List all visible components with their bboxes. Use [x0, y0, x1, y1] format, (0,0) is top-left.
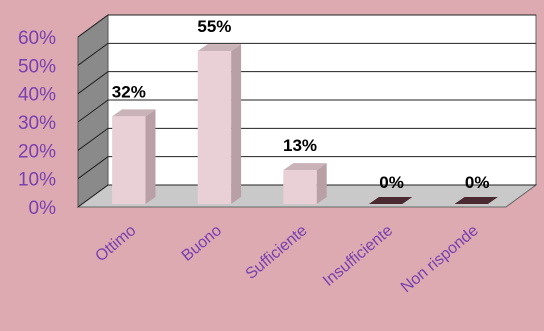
- bar-side: [316, 163, 327, 204]
- bar-flat: [368, 197, 413, 204]
- bar: [454, 197, 498, 204]
- bar-top: [197, 44, 242, 52]
- bar: [283, 163, 327, 204]
- data-label: 13%: [283, 136, 317, 155]
- x-tick-label: Sufficiente: [243, 222, 311, 283]
- gridline: [77, 42, 536, 66]
- x-tick-label: Non risponde: [398, 222, 482, 296]
- gridline: [77, 156, 536, 180]
- bar: [112, 109, 156, 204]
- bar-front: [283, 170, 317, 204]
- data-label: 0%: [465, 173, 490, 192]
- bar-side: [231, 44, 242, 204]
- x-tick-label: Insufficiente: [320, 222, 396, 290]
- y-tick-label: 40%: [18, 85, 56, 106]
- gridline: [77, 99, 536, 123]
- gridline: [77, 14, 536, 38]
- data-label: 0%: [379, 173, 404, 192]
- y-tick-label: 60%: [18, 28, 56, 49]
- y-tick-label: 20%: [18, 141, 56, 162]
- gridline: [77, 184, 536, 208]
- bar-top: [112, 109, 156, 117]
- x-tick-label: Ottimo: [92, 222, 139, 265]
- x-tick-label: Buono: [179, 222, 225, 265]
- bar-front: [197, 51, 232, 204]
- bar-front: [112, 116, 146, 204]
- bar: [197, 44, 242, 204]
- bar: [368, 197, 413, 204]
- y-tick-label: 30%: [18, 113, 56, 134]
- data-label: 55%: [197, 17, 231, 36]
- bar-top: [283, 163, 327, 171]
- bar-side: [145, 109, 156, 204]
- gridline: [77, 71, 536, 95]
- y-tick-label: 0%: [29, 198, 57, 219]
- bar-flat: [454, 197, 498, 204]
- gridline: [77, 127, 536, 151]
- y-tick-label: 50%: [18, 56, 56, 77]
- y-tick-label: 10%: [18, 170, 56, 191]
- data-label: 32%: [112, 82, 146, 101]
